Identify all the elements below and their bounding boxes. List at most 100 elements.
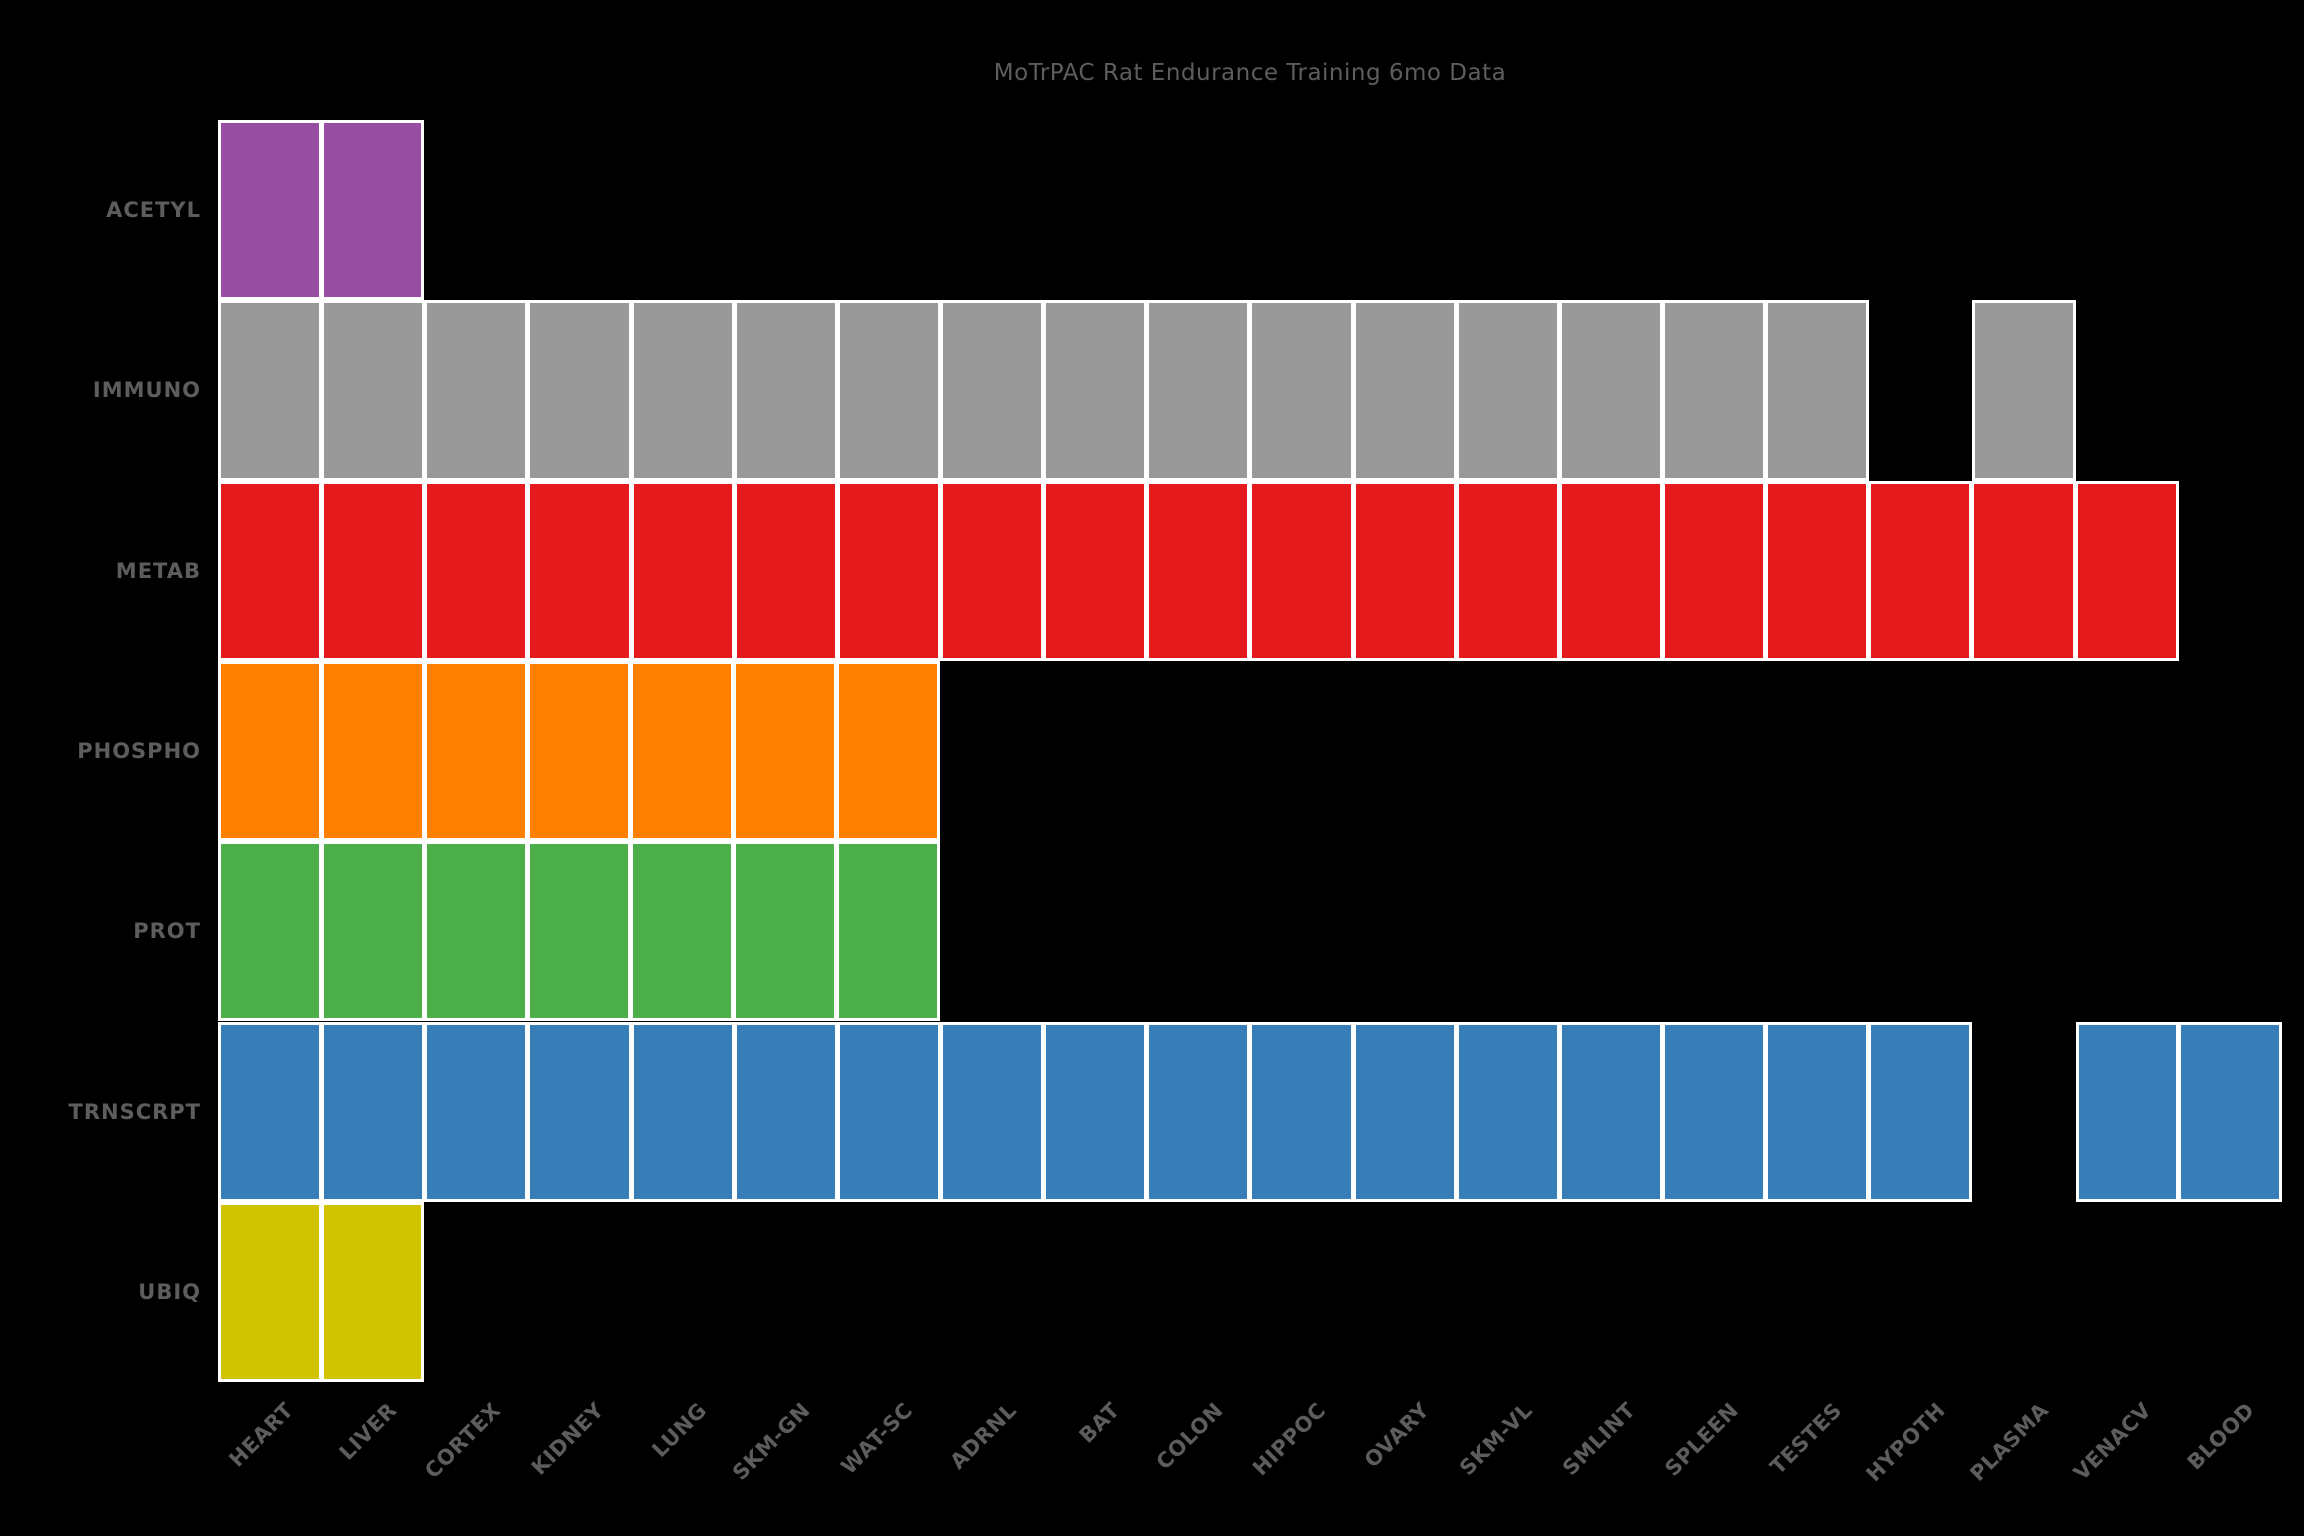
cell-run-trnscrpt — [2075, 1021, 2282, 1202]
matrix-cell-immuno-spleen — [1664, 303, 1764, 478]
row-label-acetyl: ACETYL — [106, 198, 201, 223]
matrix-cell-phospho-cortex — [427, 663, 526, 839]
cell-run-phospho — [218, 660, 941, 842]
matrix-cell-acetyl-heart — [221, 123, 319, 298]
matrix-cell-trnscrpt-hippoc — [1252, 1024, 1351, 1199]
matrix-cell-prot-heart — [221, 844, 320, 1019]
matrix-cell-trnscrpt-ovary — [1355, 1024, 1454, 1199]
matrix-cell-metab-colon — [1149, 483, 1248, 658]
col-label-bat: BAT — [1074, 1398, 1125, 1448]
matrix-cell-metab-spleen — [1664, 483, 1764, 658]
matrix-cell-metab-heart — [221, 483, 320, 658]
col-label-hypoth: HYPOTH — [1861, 1398, 1950, 1487]
matrix-cell-metab-lung — [633, 483, 732, 658]
matrix-cell-trnscrpt-skm-gn — [736, 1024, 835, 1199]
matrix-cell-trnscrpt-hypoth — [1871, 1024, 1970, 1199]
matrix-cell-trnscrpt-cortex — [427, 1024, 526, 1199]
matrix-cell-trnscrpt-liver — [324, 1024, 423, 1199]
col-label-testes: TESTES — [1765, 1398, 1847, 1480]
matrix-cell-metab-hippoc — [1252, 483, 1351, 658]
cell-run-immuno — [1972, 300, 2076, 481]
matrix-cell-trnscrpt-adrnl — [942, 1024, 1042, 1199]
row-label-trnscrpt: TRNSCRPT — [68, 1099, 201, 1124]
col-label-wat-sc: WAT-SC — [836, 1398, 918, 1479]
matrix-cell-metab-smlint — [1561, 483, 1660, 658]
cell-run-trnscrpt — [218, 1021, 1973, 1202]
matrix-cell-ubiq-heart — [221, 1204, 319, 1380]
col-label-ovary: OVARY — [1359, 1398, 1434, 1473]
matrix-cell-prot-skm-gn — [736, 844, 835, 1019]
matrix-cell-phospho-liver — [324, 663, 423, 839]
matrix-cell-phospho-kidney — [530, 663, 629, 839]
matrix-cell-trnscrpt-blood — [2181, 1024, 2279, 1199]
cell-run-acetyl — [218, 120, 425, 301]
col-label-colon: COLON — [1151, 1398, 1228, 1475]
col-label-adrnl: ADRNL — [945, 1398, 1021, 1474]
matrix-cell-trnscrpt-wat-sc — [839, 1024, 938, 1199]
matrix-cell-metab-venacv — [2077, 483, 2176, 658]
row-label-immuno: IMMUNO — [92, 378, 201, 403]
matrix-cell-metab-plasma — [1974, 483, 2073, 658]
row-label-metab: METAB — [115, 558, 201, 583]
cell-run-ubiq — [218, 1201, 425, 1383]
matrix-cell-immuno-smlint — [1561, 303, 1660, 478]
matrix-cell-trnscrpt-smlint — [1561, 1024, 1660, 1199]
col-label-liver: LIVER — [334, 1398, 402, 1465]
row-label-phospho: PHOSPHO — [77, 739, 201, 764]
matrix-cell-prot-kidney — [530, 844, 629, 1019]
matrix-cell-trnscrpt-colon — [1149, 1024, 1248, 1199]
row-label-prot: PROT — [133, 919, 201, 944]
matrix-cell-trnscrpt-skm-vl — [1458, 1024, 1557, 1199]
matrix-cell-immuno-wat-sc — [839, 303, 938, 478]
col-label-spleen: SPLEEN — [1660, 1398, 1744, 1481]
col-label-skm-gn: SKM-GN — [727, 1398, 815, 1485]
col-label-hippoc: HIPPOC — [1248, 1398, 1331, 1481]
matrix-cell-trnscrpt-heart — [221, 1024, 320, 1199]
matrix-cell-metab-testes — [1768, 483, 1867, 658]
matrix-cell-immuno-testes — [1768, 303, 1867, 478]
matrix-cell-trnscrpt-bat — [1046, 1024, 1145, 1199]
matrix-cell-metab-adrnl — [942, 483, 1042, 658]
matrix-cell-prot-wat-sc — [839, 844, 938, 1019]
chart-title: MoTrPAC Rat Endurance Training 6mo Data — [993, 60, 1507, 86]
col-label-blood: BLOOD — [2182, 1398, 2260, 1475]
matrix-cell-acetyl-liver — [323, 123, 422, 298]
col-label-cortex: CORTEX — [419, 1398, 505, 1484]
matrix-cell-immuno-adrnl — [942, 303, 1042, 478]
matrix-cell-immuno-lung — [633, 303, 732, 478]
matrix-cell-metab-hypoth — [1871, 483, 1970, 658]
matrix-cell-immuno-bat — [1046, 303, 1145, 478]
matrix-cell-immuno-hippoc — [1252, 303, 1351, 478]
matrix-cell-metab-bat — [1046, 483, 1145, 658]
cell-run-metab — [218, 480, 2179, 661]
matrix-cell-metab-skm-vl — [1458, 483, 1557, 658]
col-label-smlint: SMLINT — [1558, 1398, 1641, 1481]
col-label-skm-vl: SKM-VL — [1454, 1398, 1537, 1481]
matrix-cell-metab-cortex — [427, 483, 526, 658]
matrix-cell-metab-liver — [324, 483, 423, 658]
matrix-cell-trnscrpt-venacv — [2078, 1024, 2177, 1199]
col-label-kidney: KIDNEY — [526, 1398, 609, 1480]
row-label-ubiq: UBIQ — [138, 1279, 201, 1304]
col-label-venacv: VENACV — [2069, 1398, 2157, 1486]
matrix-cell-phospho-skm-gn — [736, 663, 835, 839]
matrix-cell-trnscrpt-testes — [1768, 1024, 1867, 1199]
matrix-cell-immuno-ovary — [1355, 303, 1454, 478]
matrix-cell-trnscrpt-lung — [633, 1024, 732, 1199]
matrix-cell-phospho-wat-sc — [839, 663, 938, 839]
matrix-cell-immuno-skm-vl — [1458, 303, 1557, 478]
matrix-cell-prot-cortex — [427, 844, 526, 1019]
matrix-cell-immuno-kidney — [530, 303, 629, 478]
matrix-cell-immuno-liver — [324, 303, 423, 478]
matrix-cell-immuno-skm-gn — [736, 303, 835, 478]
matrix-cell-immuno-cortex — [427, 303, 526, 478]
col-label-lung: LUNG — [647, 1398, 712, 1463]
matrix-cell-trnscrpt-spleen — [1664, 1024, 1764, 1199]
matrix-cell-metab-skm-gn — [736, 483, 835, 658]
matrix-cell-ubiq-liver — [323, 1204, 422, 1380]
cell-run-prot — [218, 841, 941, 1022]
matrix-cell-trnscrpt-kidney — [530, 1024, 629, 1199]
matrix-cell-immuno-heart — [221, 303, 320, 478]
matrix-cell-metab-ovary — [1355, 483, 1454, 658]
